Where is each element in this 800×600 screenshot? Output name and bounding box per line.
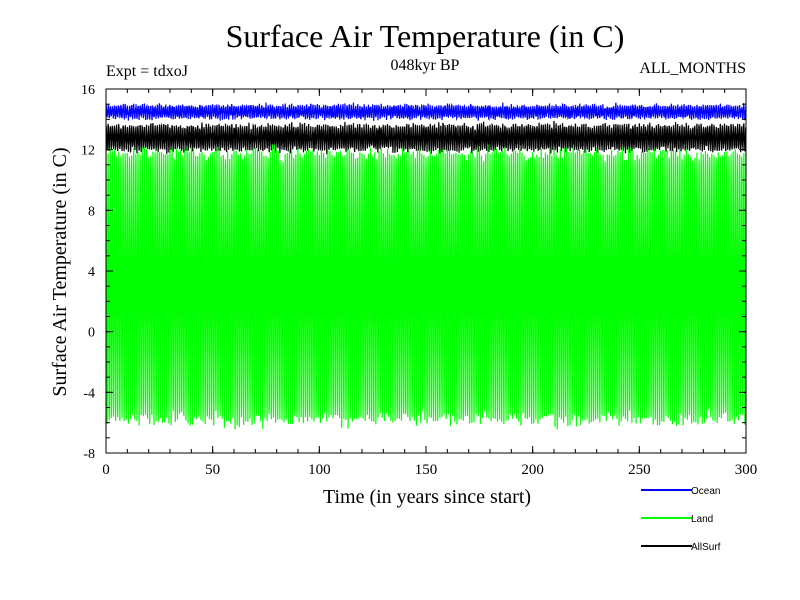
- x-tick-label: 0: [102, 462, 110, 478]
- y-tick-label: 0: [88, 326, 95, 341]
- x-axis-label: Time (in years since start): [323, 486, 531, 508]
- y-axis-label: Surface Air Temperature (in C): [49, 147, 71, 396]
- months-label: ALL_MONTHS: [639, 60, 746, 77]
- series-line-allsurf: [106, 120, 746, 155]
- x-tick-label: 150: [415, 462, 438, 478]
- series-line-ocean: [106, 102, 746, 122]
- y-tick-label: -4: [83, 386, 95, 401]
- legend-label-ocean: Ocean: [691, 486, 720, 497]
- x-tick-label: 200: [521, 462, 544, 478]
- x-tick-label: 300: [735, 462, 758, 478]
- x-tick-label: 250: [628, 462, 651, 478]
- y-tick-label: -8: [83, 447, 95, 462]
- period-label: 048kyr BP: [391, 57, 460, 74]
- series-layer: [106, 102, 746, 430]
- axes: 0 50 100 150 200 250 300 -8 -4 0 4 8 12 16: [81, 83, 757, 478]
- x-tick-label: 50: [205, 462, 220, 478]
- chart-title: Surface Air Temperature (in C): [226, 18, 625, 54]
- legend-label-allsurf: AllSurf: [691, 542, 721, 553]
- series-line-land: [106, 144, 746, 430]
- legend: Ocean Land AllSurf: [641, 486, 721, 553]
- y-tick-label: 8: [88, 204, 95, 219]
- y-tick-label: 4: [88, 265, 95, 280]
- y-tick-label: 12: [81, 144, 95, 159]
- legend-label-land: Land: [691, 514, 713, 525]
- x-tick-label: 100: [308, 462, 331, 478]
- y-tick-label: 16: [81, 83, 95, 98]
- experiment-label: Expt = tdxoJ: [106, 63, 188, 80]
